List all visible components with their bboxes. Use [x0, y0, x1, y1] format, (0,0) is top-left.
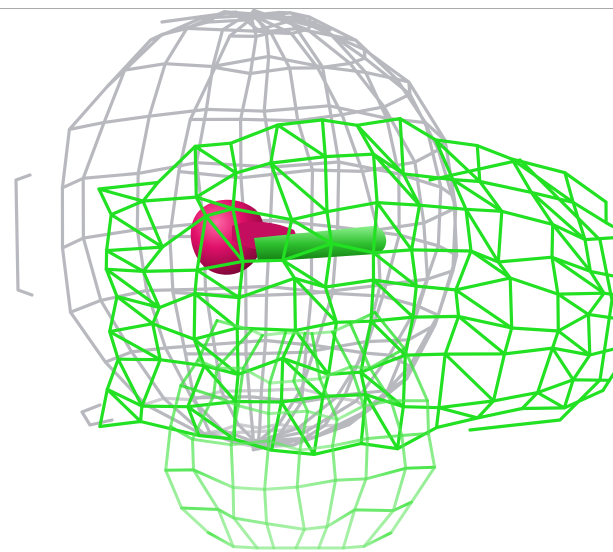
green-mesh-diagonal [464, 207, 500, 264]
gray-mesh-longitude [194, 9, 258, 443]
green-lower-column [191, 328, 254, 549]
green-mesh-diagonal [355, 123, 405, 176]
green-mesh-diagonal [469, 249, 512, 280]
green-lower-column [330, 330, 369, 550]
green-mesh-diagonal [193, 292, 239, 330]
green-mesh-diagonal [204, 214, 245, 263]
gray-mesh-longitude [249, 15, 443, 444]
gray-mesh-top-ridge [160, 10, 332, 32]
green-mesh-diagonal [290, 218, 334, 246]
green-mesh-diagonal [457, 314, 507, 356]
green-mesh-diagonal [550, 255, 606, 295]
gray-mesh-lower-tab [80, 403, 114, 427]
green-mesh-diagonal [293, 328, 331, 376]
green-lower-row [164, 465, 437, 491]
green-mesh-diagonal [195, 268, 241, 300]
green-mesh-diagonal [105, 387, 143, 424]
green-mesh-diagonal [202, 364, 238, 404]
green-mesh-diagonal [281, 356, 325, 398]
green-mesh-diagonal [371, 251, 418, 288]
green-mesh-diagonal [369, 319, 407, 357]
green-mesh-diagonal [371, 278, 415, 319]
green-mesh-diagonal [375, 201, 414, 252]
green-lower-column [349, 322, 408, 548]
green-lower-column [263, 331, 287, 550]
gray-mesh-left-tab [14, 173, 34, 297]
green-mesh-diagonal [276, 123, 327, 159]
gray-mesh-longitude [249, 12, 315, 452]
green-mesh-diagonal [193, 144, 238, 175]
gray-mesh-longitude [81, 18, 254, 446]
green-mesh-diagonal [281, 258, 327, 289]
green-mesh-diagonal [371, 152, 422, 207]
green-mesh-diagonal [451, 178, 504, 213]
green-mesh-diagonal [433, 138, 482, 184]
green-mesh-diagonal [194, 195, 235, 211]
green-mesh-diagonal [279, 400, 316, 456]
green-mesh-right-cap [428, 158, 613, 432]
green-mesh-diagonal [105, 249, 145, 273]
green-wireframe-lower-lobe [164, 311, 437, 550]
green-lower-column [292, 331, 310, 550]
green-mesh-diagonal [109, 213, 164, 249]
green-mesh-diagonal [536, 391, 566, 410]
green-mesh-diagonal [116, 357, 144, 408]
green-lower-column [310, 332, 339, 550]
gray-mesh-longitude [168, 17, 259, 445]
green-mesh-diagonal [551, 222, 592, 273]
green-lower-column [229, 333, 264, 550]
green-mesh-diagonal [550, 346, 575, 382]
green-mesh-diagonal [115, 294, 155, 326]
green-lower-column [164, 319, 219, 535]
green-mesh-diagonal [293, 276, 339, 324]
green-mesh-diagonal [454, 288, 514, 330]
green-mesh-diagonal [108, 330, 162, 362]
green-lower-column [373, 311, 437, 535]
green-wireframe-surface [97, 117, 613, 456]
green-mesh-diagonal [97, 187, 145, 203]
green-mesh-diagonal [443, 352, 496, 403]
green-mesh-diagonal [556, 292, 590, 316]
green-mesh-diagonal [437, 406, 480, 420]
green-mesh-diagonal [556, 329, 592, 357]
green-mesh-diagonal [104, 267, 161, 310]
green-mesh-row [104, 241, 613, 278]
green-mesh-diagonal [529, 190, 587, 242]
green-mesh-diagonal [186, 405, 236, 441]
green-mesh-diagonal [269, 161, 329, 214]
viewport-top-border [0, 8, 613, 9]
